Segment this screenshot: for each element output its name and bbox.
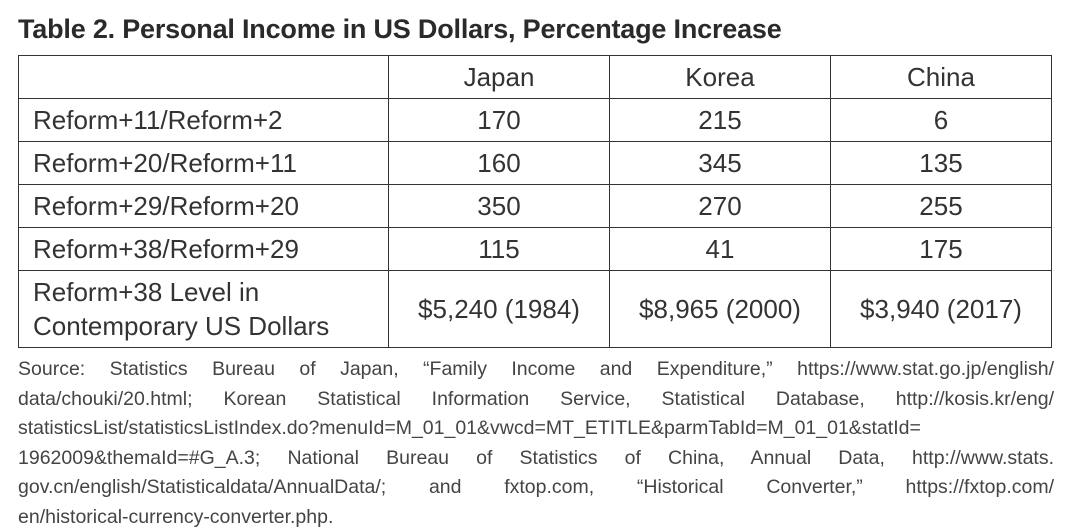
table-cell: 115 [389,228,610,271]
table-cell: 170 [389,99,610,142]
source-line: en/historical-currency-converter.php. [18,503,1054,532]
source-line: gov.cn/english/Statisticaldata/AnnualDat… [18,473,1054,503]
table-row: Reform+38 Level in Contemporary US Dolla… [19,271,1052,348]
table-cell: 135 [831,142,1052,185]
table-cell: $5,240 (1984) [389,271,610,348]
source-line: Source: Statistics Bureau of Japan, “Fam… [18,355,1054,385]
row-label: Reform+11/Reform+2 [19,99,389,142]
table-cell: 41 [610,228,831,271]
table-cell: 255 [831,185,1052,228]
row-label: Reform+38 Level in Contemporary US Dolla… [19,271,389,348]
table-title: Table 2. Personal Income in US Dollars, … [18,14,782,45]
table-cell: 160 [389,142,610,185]
table-cell: $8,965 (2000) [610,271,831,348]
column-header: Korea [610,56,831,99]
row-label: Reform+29/Reform+20 [19,185,389,228]
row-label: Reform+20/Reform+11 [19,142,389,185]
column-header: Japan [389,56,610,99]
table-cell: 215 [610,99,831,142]
source-line: data/chouki/20.html; Korean Statistical … [18,385,1054,415]
column-header: China [831,56,1052,99]
table-cell: 345 [610,142,831,185]
source-note: Source: Statistics Bureau of Japan, “Fam… [18,355,1054,532]
source-line: 1962009&themaId=#G_A.3; National Bureau … [18,444,1054,474]
source-line: statisticsList/statisticsListIndex.do?me… [18,414,1054,444]
table-cell: 350 [389,185,610,228]
table-cell: $3,940 (2017) [831,271,1052,348]
row-label: Reform+38/Reform+29 [19,228,389,271]
table-cell: 270 [610,185,831,228]
corner-cell [19,56,389,99]
table-cell: 6 [831,99,1052,142]
table-cell: 175 [831,228,1052,271]
